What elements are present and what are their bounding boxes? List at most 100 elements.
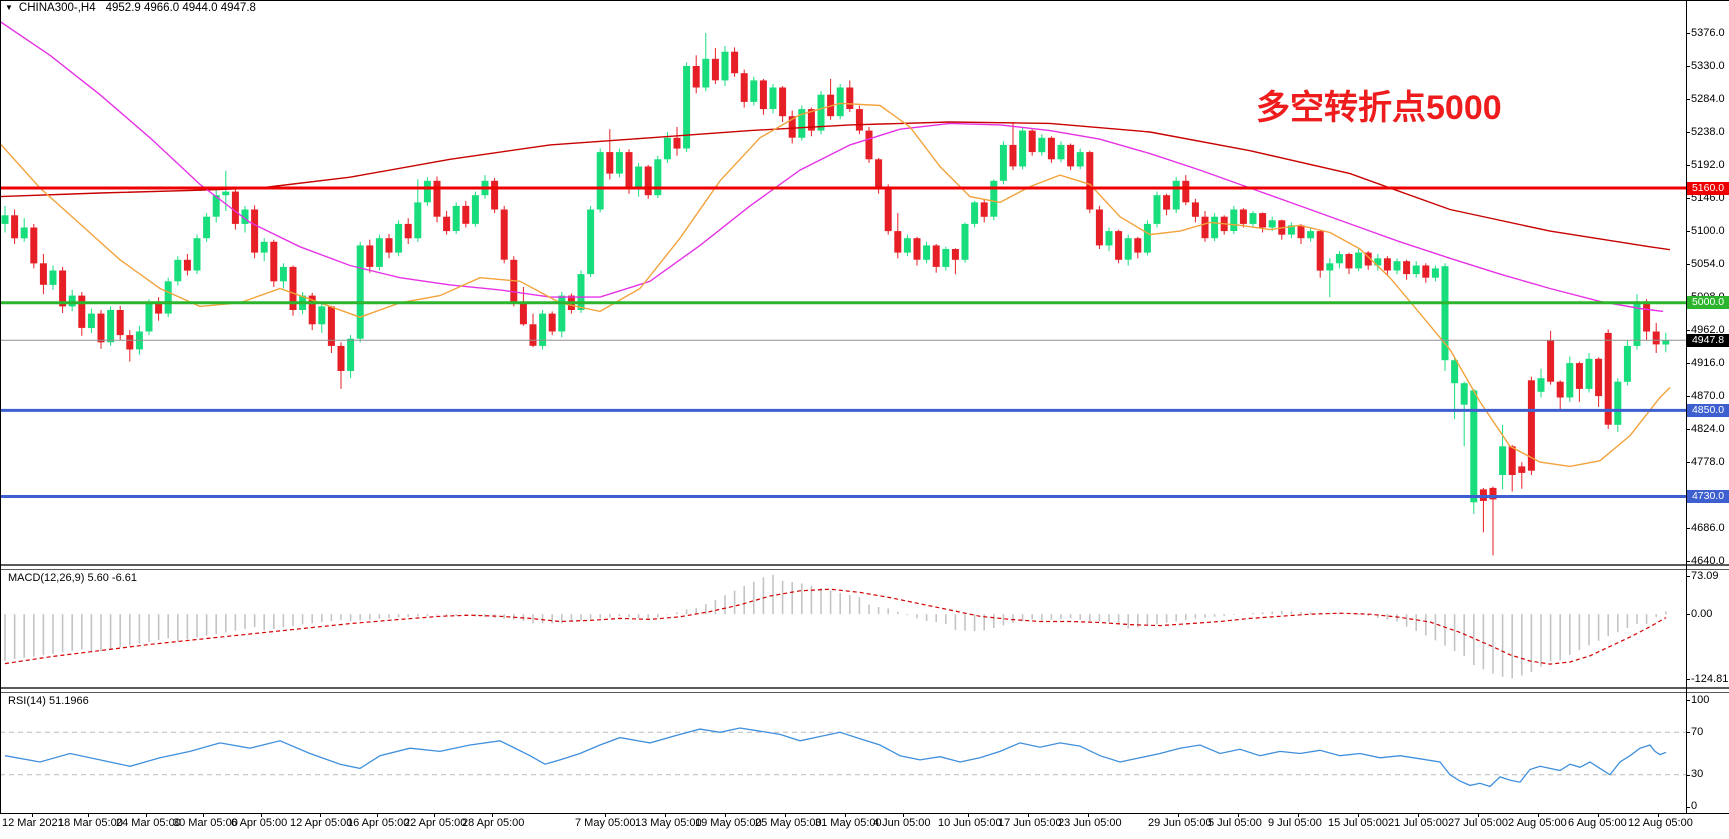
price-tick <box>1686 330 1690 332</box>
time-axis-tick <box>1238 813 1239 817</box>
price-level-badge: 4947.8 <box>1687 333 1729 347</box>
rsi-tick-label: 70 <box>1691 725 1704 738</box>
time-axis-tick <box>32 813 33 817</box>
price-tick <box>1686 198 1690 200</box>
macd-tick <box>1686 679 1690 681</box>
time-axis-label: 24 Mar 05:00 <box>116 817 181 829</box>
time-axis-tick <box>665 813 666 817</box>
price-tick <box>1686 231 1690 233</box>
time-axis-label: 7 May 05:00 <box>575 817 636 829</box>
rsi-tick-label: 0 <box>1691 800 1698 813</box>
macd-tick-label: 73.09 <box>1691 569 1719 582</box>
price-tick <box>1686 363 1690 365</box>
macd-tick-label: 0.00 <box>1691 607 1713 620</box>
price-tick-label: 5054.0 <box>1691 257 1725 270</box>
price-tick <box>1686 165 1690 167</box>
time-axis-label: 12 Mar 2021 <box>2 817 64 829</box>
rsi-tick <box>1686 700 1690 702</box>
price-level-badge: 4730.0 <box>1687 490 1729 504</box>
price-tick <box>1686 561 1690 563</box>
time-axis-label: 22 Apr 05:00 <box>404 817 467 829</box>
rsi-tick-label: 30 <box>1691 768 1704 781</box>
time-axis-tick <box>1598 813 1599 817</box>
price-tick-label: 5146.0 <box>1691 191 1725 204</box>
price-tick-label: 4824.0 <box>1691 422 1725 435</box>
price-tick <box>1686 396 1690 398</box>
time-axis-tick <box>320 813 321 817</box>
time-axis-label: 9 Jul 05:00 <box>1268 817 1322 829</box>
main-chart-canvas[interactable] <box>0 0 1686 564</box>
annotation-text[interactable]: 多空转折点5000 <box>1256 89 1502 127</box>
macd-label: MACD(12,26,9) 5.60 -6.61 <box>8 572 138 584</box>
time-axis-tick <box>968 813 969 817</box>
chart-header: ▼ CHINA300-,H4 4952.9 4966.0 4944.0 4947.8 <box>5 2 256 16</box>
price-tick <box>1686 462 1690 464</box>
time-axis-tick <box>1298 813 1299 817</box>
time-axis-label: 6 Aug 05:00 <box>1568 817 1627 829</box>
price-tick-label: 5376.0 <box>1691 26 1725 39</box>
time-axis-tick <box>845 813 846 817</box>
time-axis-tick <box>1478 813 1479 817</box>
rsi-tick <box>1686 806 1690 808</box>
time-axis-label: 23 Jun 05:00 <box>1058 817 1122 829</box>
rsi-panel-canvas[interactable] <box>0 693 1686 813</box>
time-axis-tick <box>903 813 904 817</box>
rsi-label: RSI(14) 51.1966 <box>8 695 89 707</box>
price-axis-line[interactable] <box>1686 0 1687 814</box>
time-axis-tick <box>785 813 786 817</box>
price-tick <box>1686 99 1690 101</box>
time-axis-label: 15 Jul 05:00 <box>1328 817 1388 829</box>
time-axis-tick <box>261 813 262 817</box>
price-tick-label: 4778.0 <box>1691 455 1725 468</box>
symbol-dropdown-icon[interactable]: ▼ <box>5 3 13 12</box>
time-axis-tick <box>1088 813 1089 817</box>
ohlc-values: 4952.9 4966.0 4944.0 4947.8 <box>105 2 256 14</box>
time-axis-label: 2 Aug 05:00 <box>1508 817 1567 829</box>
time-axis-tick <box>1418 813 1419 817</box>
price-tick-label: 4962.0 <box>1691 323 1725 336</box>
symbol-timeframe-label: CHINA300-,H4 <box>18 2 96 14</box>
time-axis-tick <box>88 813 89 817</box>
time-axis-label: 12 Aug 05:00 <box>1628 817 1693 829</box>
time-axis-tick <box>377 813 378 817</box>
price-tick <box>1686 429 1690 431</box>
time-axis-label: 27 Jul 05:00 <box>1448 817 1508 829</box>
price-level-badge: 5000.0 <box>1687 296 1729 310</box>
rsi-tick <box>1686 732 1690 734</box>
time-axis-label: 5 Jul 05:00 <box>1208 817 1262 829</box>
time-axis-label: 13 May 05:00 <box>635 817 702 829</box>
time-axis-label: 29 Jun 05:00 <box>1148 817 1212 829</box>
rsi-tick-label: 100 <box>1691 693 1710 706</box>
price-tick-label: 5238.0 <box>1691 125 1725 138</box>
panel-separator[interactable] <box>0 687 1729 693</box>
price-tick-label: 5100.0 <box>1691 224 1725 237</box>
time-axis-label: 19 May 05:00 <box>695 817 762 829</box>
time-axis-tick <box>1658 813 1659 817</box>
panel-separator[interactable] <box>0 564 1729 570</box>
price-level-badge: 5160.0 <box>1687 181 1729 195</box>
macd-panel-canvas[interactable] <box>0 570 1686 687</box>
chart-border-left <box>0 0 1 814</box>
price-tick <box>1686 528 1690 530</box>
price-tick-label: 5192.0 <box>1691 158 1725 171</box>
price-tick-label: 4686.0 <box>1691 521 1725 534</box>
time-axis-tick <box>1028 813 1029 817</box>
time-axis-label: 28 Apr 05:00 <box>462 817 525 829</box>
time-axis-line[interactable] <box>0 813 1729 814</box>
time-axis-tick <box>434 813 435 817</box>
time-axis-tick <box>1358 813 1359 817</box>
time-axis-label: 10 Jun 05:00 <box>938 817 1002 829</box>
chart-border-top <box>0 0 1729 1</box>
time-axis-tick <box>725 813 726 817</box>
price-tick-label: 5284.0 <box>1691 92 1725 105</box>
price-tick-label: 5330.0 <box>1691 59 1725 72</box>
time-axis-label: 4 Jun 05:00 <box>873 817 931 829</box>
macd-tick-label: -124.81 <box>1691 672 1729 685</box>
macd-tick <box>1686 576 1690 578</box>
time-axis-tick <box>146 813 147 817</box>
time-axis-label: 12 Apr 05:00 <box>290 817 353 829</box>
price-tick <box>1686 132 1690 134</box>
time-axis-tick <box>605 813 606 817</box>
time-axis-tick <box>492 813 493 817</box>
